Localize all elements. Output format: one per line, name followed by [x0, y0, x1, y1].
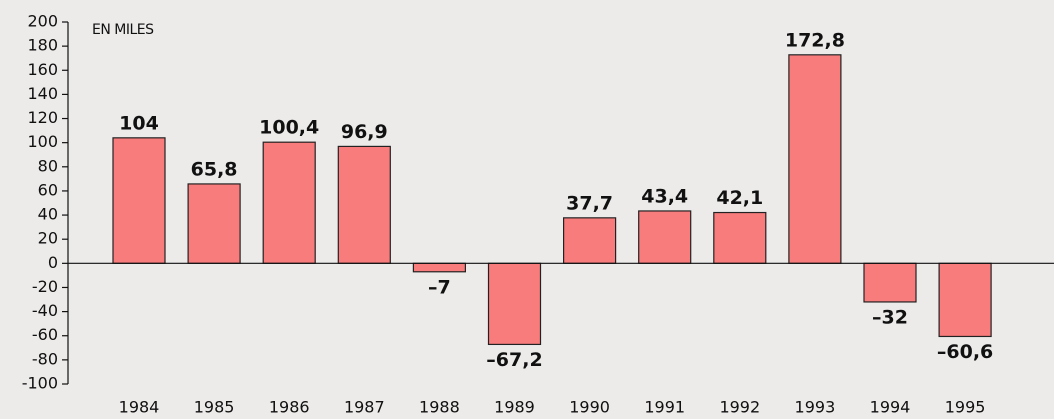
value-label: –32 — [872, 306, 908, 328]
bar — [112, 137, 166, 264]
bar — [713, 211, 767, 264]
bar — [788, 54, 842, 264]
bar — [863, 262, 917, 303]
value-label: 42,1 — [716, 187, 763, 209]
y-tick-label: -60 — [32, 325, 58, 344]
bar — [337, 145, 391, 264]
y-tick-label: 180 — [27, 36, 58, 55]
value-label: 96,9 — [341, 121, 388, 143]
bar — [638, 210, 692, 264]
y-tick-label: -20 — [32, 277, 58, 296]
y-tick-label: 60 — [38, 180, 58, 199]
x-tick-label: 1988 — [419, 398, 460, 417]
y-tick-label: 20 — [38, 229, 58, 248]
y-tick-label: 200 — [27, 12, 58, 31]
y-tick-label: 80 — [38, 156, 58, 175]
bar — [938, 262, 992, 338]
y-tick-label: 120 — [27, 108, 58, 127]
y-tick-label: 40 — [38, 205, 58, 224]
bar — [187, 183, 241, 264]
value-label: 172,8 — [785, 29, 845, 51]
x-tick-label: 1991 — [644, 398, 685, 417]
y-tick-label: -40 — [32, 301, 58, 320]
value-label: 43,4 — [641, 185, 688, 207]
value-label: –67,2 — [486, 349, 542, 371]
value-label: 65,8 — [191, 158, 238, 180]
y-tick-label: 0 — [48, 253, 58, 272]
x-tick-label: 1995 — [945, 398, 986, 417]
y-tick-label: -80 — [32, 349, 58, 368]
x-tick-label: 1984 — [119, 398, 160, 417]
value-label: 37,7 — [566, 192, 613, 214]
bar — [412, 262, 466, 273]
y-tick-label: 100 — [27, 132, 58, 151]
bar — [487, 262, 542, 346]
annotation: EN MILES — [92, 22, 154, 38]
x-tick-label: 1990 — [569, 398, 610, 417]
y-tick-label: -100 — [22, 374, 58, 393]
bar — [262, 141, 316, 264]
value-label: –7 — [428, 276, 451, 298]
x-tick-label: 1985 — [194, 398, 235, 417]
x-tick-label: 1992 — [719, 398, 760, 417]
x-tick-label: 1989 — [494, 398, 535, 417]
value-label: 100,4 — [259, 117, 319, 139]
x-tick-label: 1993 — [795, 398, 836, 417]
bar — [562, 217, 617, 264]
value-label: –60,6 — [937, 341, 993, 363]
x-tick-label: 1994 — [870, 398, 911, 417]
x-tick-label: 1987 — [344, 398, 385, 417]
y-tick-label: 140 — [27, 84, 58, 103]
x-tick-label: 1986 — [269, 398, 310, 417]
value-label: 104 — [119, 112, 159, 134]
y-tick-label: 160 — [27, 60, 58, 79]
